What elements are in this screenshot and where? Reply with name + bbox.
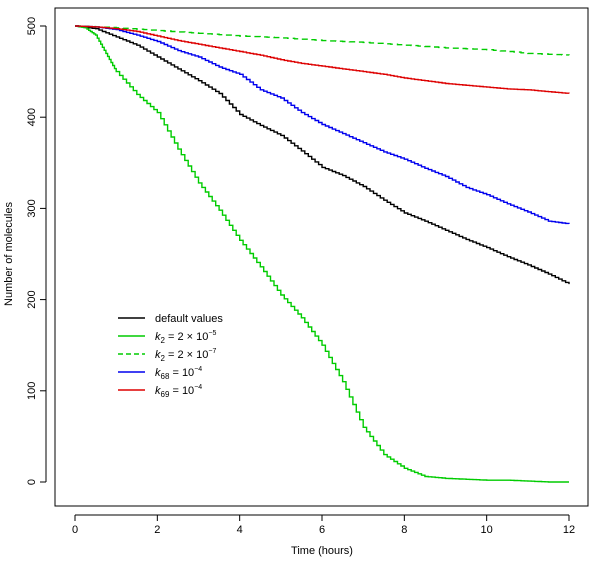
y-tick-label: 300 <box>26 199 38 217</box>
x-tick-label: 8 <box>401 524 407 536</box>
series-line-4 <box>75 25 570 225</box>
series-line-5 <box>75 25 570 94</box>
legend: default values k2 = 2 × 10−5 k2 = 2 × 10−7… <box>118 313 223 399</box>
x-tick-label: 6 <box>319 524 325 536</box>
legend-label-2: k2 = 2 × 10−5 <box>155 330 216 345</box>
x-tick-label: 0 <box>72 524 78 536</box>
series-line-1 <box>75 25 570 285</box>
y-axis-title: Number of molecules <box>3 202 15 306</box>
x-tick-label: 10 <box>481 524 493 536</box>
y-tick-label: 500 <box>26 17 38 35</box>
legend-label-4: k68 = 10−4 <box>155 366 202 381</box>
x-tick-label: 12 <box>563 524 575 536</box>
axes: 0 2 4 6 8 10 12 0 100 200 300 400 500 <box>26 17 575 536</box>
series-line-3 <box>75 25 570 56</box>
x-tick-label: 2 <box>154 524 160 536</box>
x-tick-label: 4 <box>237 524 243 536</box>
legend-label-3: k2 = 2 × 10−7 <box>155 348 216 363</box>
y-tick-label: 0 <box>26 479 38 485</box>
x-axis-title: Time (hours) <box>291 545 353 557</box>
series-line-2 <box>75 25 569 483</box>
series-group <box>75 25 570 483</box>
plot-frame <box>54 7 589 507</box>
y-tick-label: 100 <box>26 382 38 400</box>
y-tick-label: 200 <box>26 290 38 308</box>
y-tick-label: 400 <box>26 108 38 126</box>
legend-label-5: k69 = 10−4 <box>155 384 202 399</box>
legend-label-1: default values <box>155 313 223 325</box>
